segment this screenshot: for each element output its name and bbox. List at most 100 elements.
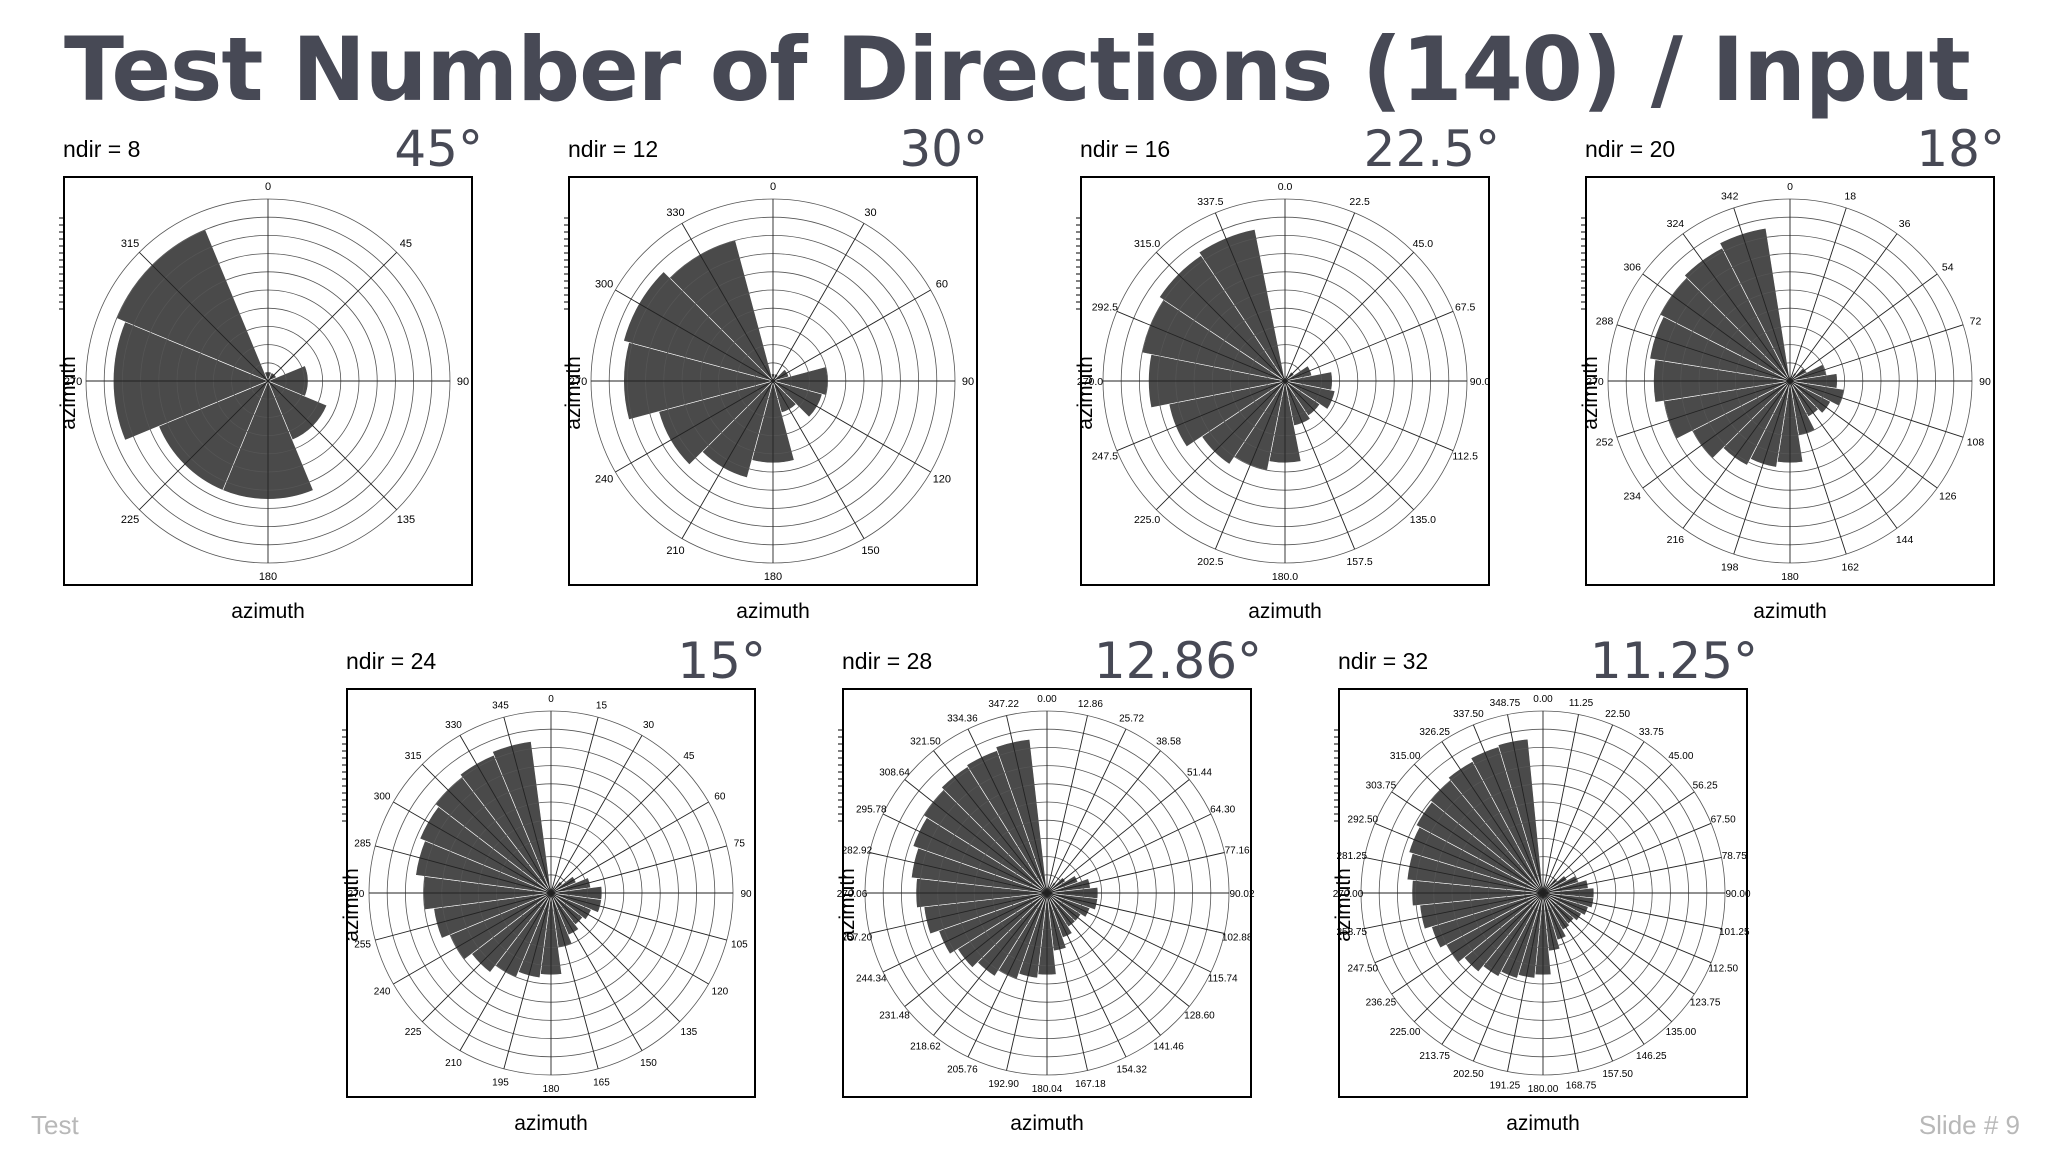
ndir-label: ndir = 16	[1080, 136, 1171, 162]
angular-gridlines	[86, 199, 450, 563]
angle-tick-label: 330	[445, 720, 462, 731]
slide-number: Slide # 9	[1918, 1110, 2020, 1140]
frame-ticks	[1076, 217, 1082, 310]
y-axis-label: azimuth	[1332, 868, 1355, 942]
angle-tick-label: 150	[640, 1058, 657, 1069]
frame-ticks	[838, 729, 844, 822]
angle-tick-label: 120	[933, 474, 951, 486]
angle-tick-label: 25.72	[1119, 713, 1144, 724]
angle-tick-label: 330	[666, 207, 684, 219]
angle-tick-label: 112.5	[1452, 451, 1478, 463]
angle-tick-label: 51.44	[1187, 767, 1212, 778]
rose-plot-frame: 0.0 22.5 45.0 67.5 90.0 112.5 135.0 157.5 180.0 2…	[1076, 176, 1491, 586]
angle-tick-label: 252	[1596, 436, 1614, 448]
angle-step-label: 11.25°	[1589, 632, 1758, 690]
angle-tick-label: 60	[714, 792, 726, 803]
angle-tick-label: 146.25	[1636, 1051, 1667, 1062]
angle-tick-label: 213.75	[1419, 1051, 1450, 1062]
angle-tick-label: 0.00	[1037, 694, 1057, 705]
angle-step-label: 18°	[1916, 120, 2005, 178]
angle-tick-label: 30	[643, 720, 655, 731]
angle-tick-label: 64.30	[1210, 804, 1235, 815]
ndir-label: ndir = 20	[1585, 136, 1676, 162]
angle-tick-label: 285	[354, 839, 371, 850]
rose-panel-7: ndir = 32 11.25° 0.00 11.25 22.50 33.75 45.00 5…	[1332, 632, 1758, 1135]
angle-tick-label: 218.62	[910, 1041, 941, 1052]
angle-tick-label: 195	[492, 1077, 509, 1088]
frame-ticks	[1334, 729, 1340, 822]
angle-tick-label: 165	[593, 1077, 610, 1088]
angle-tick-labels: 0 18 36 54 72 90 108 126 144 162 180 198 216 234 252 27…	[1586, 181, 1991, 583]
x-axis-label: azimuth	[1753, 600, 1827, 623]
y-axis-label: azimuth	[1074, 356, 1097, 430]
angle-tick-label: 303.75	[1366, 781, 1397, 792]
angle-tick-label: 234	[1623, 491, 1641, 503]
x-axis-label: azimuth	[1010, 1112, 1084, 1135]
angle-tick-label: 154.32	[1116, 1065, 1147, 1076]
angle-tick-label: 306	[1623, 261, 1641, 273]
angle-tick-label: 210	[666, 545, 684, 557]
angle-tick-label: 345	[492, 701, 509, 712]
angle-tick-label: 157.50	[1602, 1069, 1633, 1080]
angle-tick-labels: 0 15 30 45 60 75 90 105 120 135 150 165 180 195 210 225…	[348, 694, 752, 1095]
angle-tick-label: 18	[1844, 191, 1856, 203]
angle-tick-label: 295.78	[856, 804, 887, 815]
angle-tick-label: 12.86	[1078, 699, 1103, 710]
angle-tick-label: 198	[1721, 561, 1739, 573]
rose-plot-frame: 0 30 60 90 120 150 180 210 240 270 300 330	[564, 176, 978, 586]
frame-ticks	[342, 729, 348, 822]
angle-tick-label: 255	[354, 939, 371, 950]
rose-panel-1: ndir = 8 45° 0 45 90 135 180 225 270 315 azimuth az…	[57, 120, 483, 623]
frame-ticks	[564, 217, 570, 310]
angle-tick-label: 120	[712, 987, 729, 998]
slide-title: Test Number of Directions (140) / Input	[64, 18, 1971, 121]
angle-tick-label: 240	[374, 987, 391, 998]
angle-tick-label: 270.00	[1333, 889, 1364, 900]
angle-tick-label: 315	[121, 238, 139, 250]
rose-plot-frame: 0 18 36 54 72 90 108 126 144 162 180 198 216 234 252 27…	[1581, 176, 1995, 586]
angle-tick-label: 72	[1970, 316, 1982, 328]
angle-step-label: 22.5°	[1363, 120, 1500, 178]
angle-tick-label: 60	[936, 279, 948, 291]
y-axis-label: azimuth	[562, 356, 585, 430]
rose-panel-4: ndir = 20 18° 0 18 36 54 72 90 108 126 144 162 180 19…	[1579, 120, 2005, 623]
rose-diagram-svg: 0.00 12.86 25.72 38.58 51.44 64.30 77.16 90.02 1…	[837, 694, 1255, 1095]
angle-tick-label: 247.5	[1092, 451, 1118, 463]
angular-gridlines	[865, 711, 1229, 1075]
angle-tick-label: 205.76	[947, 1065, 978, 1076]
rose-plot-frame: 0.00 12.86 25.72 38.58 51.44 64.30 77.16 90.02 1…	[837, 688, 1255, 1098]
angle-tick-label: 90.0	[1470, 376, 1491, 388]
angle-tick-labels: 0 30 60 90 120 150 180 210 240 270 300 330	[569, 181, 974, 583]
angle-tick-label: 56.25	[1693, 781, 1718, 792]
ndir-label: ndir = 32	[1338, 648, 1429, 674]
angle-tick-label: 128.60	[1184, 1011, 1215, 1022]
angle-tick-label: 75	[734, 839, 746, 850]
angle-tick-label: 288	[1596, 316, 1614, 328]
x-axis-label: azimuth	[736, 600, 810, 623]
rose-plot-frame: 0 15 30 45 60 75 90 105 120 135 150 165 180 195 210 225…	[342, 688, 756, 1098]
angle-tick-label: 180	[259, 571, 277, 583]
angle-step-label: 15°	[677, 632, 766, 690]
angle-tick-label: 315	[405, 751, 422, 762]
angle-tick-label: 270	[569, 376, 587, 388]
ndir-label: ndir = 24	[346, 648, 437, 674]
angle-tick-label: 67.5	[1455, 301, 1476, 313]
angle-tick-label: 270.0	[1077, 376, 1103, 388]
angle-tick-label: 308.64	[879, 767, 910, 778]
angle-tick-label: 22.5	[1349, 196, 1370, 208]
y-axis-label: azimuth	[340, 868, 363, 942]
angle-tick-label: 45.00	[1668, 751, 1693, 762]
angle-tick-label: 225.0	[1134, 514, 1160, 526]
angle-tick-label: 247.50	[1348, 964, 1379, 975]
angle-tick-label: 90	[740, 889, 752, 900]
angle-tick-label: 90.00	[1725, 889, 1750, 900]
angle-tick-label: 180.0	[1272, 571, 1298, 583]
angle-tick-label: 33.75	[1639, 727, 1664, 738]
angle-tick-label: 126	[1939, 491, 1957, 503]
angle-tick-labels: 0.0 22.5 45.0 67.5 90.0 112.5 135.0 157.5 180.0 2…	[1077, 181, 1491, 583]
y-axis-label: azimuth	[57, 356, 80, 430]
angle-tick-label: 192.90	[988, 1079, 1019, 1090]
rose-panel-5: ndir = 24 15° 0 15 30 45 60 75 90 105 120 135 150 165…	[340, 632, 766, 1135]
angle-tick-label: 231.48	[879, 1011, 910, 1022]
angle-tick-labels: 0.00 11.25 22.50 33.75 45.00 56.25 67.50 78.75 9…	[1333, 694, 1751, 1095]
